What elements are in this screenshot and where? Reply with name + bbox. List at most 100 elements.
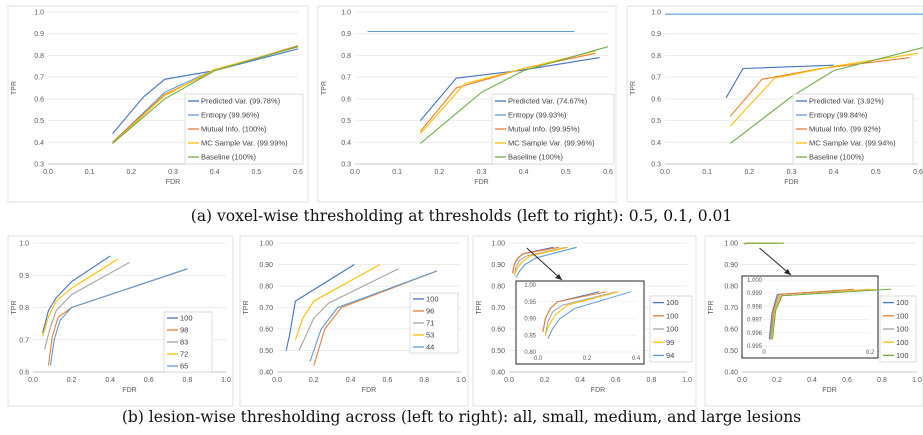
y-tick-label: 0.50 — [259, 348, 273, 355]
series-line — [513, 246, 568, 276]
y-tick-label: 0.40 — [724, 370, 738, 377]
inset-y-tick-label: 0.999 — [747, 291, 763, 297]
series-line — [309, 270, 438, 362]
y-tick-label: 1.0 — [19, 241, 29, 248]
y-tick-label: 1.00 — [259, 241, 273, 248]
y-tick-label: 0.40 — [259, 370, 273, 377]
y-tick-label: 0.50 — [724, 348, 738, 355]
legend-label: Mutual Info. (99.95%) — [508, 125, 580, 134]
legend-label: Entropy (99.96%) — [201, 111, 260, 120]
legend-label: 100 — [666, 311, 679, 320]
legend-label: Baseline (100%) — [809, 153, 865, 162]
y-tick-label: 0.90 — [491, 262, 505, 269]
y-tick-label: 0.7 — [341, 75, 351, 82]
x-tick-label: 0.8 — [419, 377, 429, 384]
inset-y-tick-label: 0.90 — [524, 317, 536, 323]
inset-x-tick-label: 0.2 — [583, 356, 592, 362]
inset-y-tick-label: 0.998 — [747, 304, 763, 310]
y-tick-label: 0.70 — [724, 305, 738, 312]
legend-label: 100 — [896, 338, 909, 347]
y-tick-label: 1.00 — [491, 241, 505, 248]
series-line — [420, 46, 609, 144]
y-tick-label: 0.4 — [34, 140, 44, 147]
series-line — [515, 246, 577, 278]
chart-panel-3: 0.3 0.4 0.5 0.6 0.7 0.8 0.9 1.0 0.0 0.1 0.2 0.3 0.4 0… — [626, 5, 923, 203]
x-tick-label: 0.0 — [504, 377, 514, 384]
y-tick-label: 0.5 — [341, 118, 351, 125]
chart-panel-4: 0.6 0.7 0.8 0.9 1.0 0.0 0.2 0.4 0.6 0.8 1.0 FDR TPR 1… — [7, 235, 234, 407]
x-tick-label: 1.0 — [912, 377, 922, 384]
y-tick-label: 0.6 — [651, 96, 661, 103]
x-axis-title: FDR — [166, 179, 180, 186]
legend-label: Predicted Var. (3.92%) — [809, 97, 884, 106]
series-line — [744, 242, 785, 245]
x-tick-label: 0.3 — [477, 169, 487, 176]
x-tick-label: 0.2 — [744, 169, 754, 176]
y-tick-label: 0.9 — [651, 31, 661, 38]
legend-label: MC Sample Var. (99.99%) — [201, 139, 288, 148]
x-tick-label: 0.0 — [28, 377, 38, 384]
y-tick-label: 0.8 — [651, 53, 661, 60]
inset-y-tick-label: 0.85 — [524, 333, 536, 339]
legend-label: 100 — [896, 351, 909, 360]
y-tick-label: 0.9 — [34, 31, 44, 38]
legend-label: MC Sample Var. (99.94%) — [809, 139, 896, 148]
y-tick-label: 0.3 — [34, 162, 44, 169]
x-tick-label: 0.3 — [787, 169, 797, 176]
x-tick-label: 0.2 — [540, 377, 550, 384]
legend-label: 83 — [180, 338, 188, 347]
x-tick-label: 0.6 — [144, 377, 154, 384]
y-tick-label: 0.8 — [19, 305, 29, 312]
x-tick-label: 0.5 — [251, 169, 261, 176]
y-tick-label: 0.4 — [341, 140, 351, 147]
y-tick-label: 1.00 — [724, 241, 738, 248]
series-line — [419, 50, 596, 134]
legend-label: 100 — [896, 311, 909, 320]
inset-pointer-arrow — [759, 247, 792, 276]
x-tick-label: 0.4 — [346, 377, 356, 384]
inset-pointer-arrow — [526, 247, 563, 281]
legend-label: 100 — [666, 325, 679, 334]
y-axis-title: TPR — [11, 301, 18, 315]
y-tick-label: 0.60 — [491, 327, 505, 334]
x-axis-title: FDR — [122, 387, 136, 394]
y-tick-label: 0.40 — [491, 370, 505, 377]
inset-x-tick-label: 0.4 — [632, 356, 641, 362]
y-tick-label: 1.0 — [341, 10, 351, 17]
inset-series-line — [544, 291, 620, 336]
y-tick-label: 0.6 — [34, 96, 44, 103]
legend-box — [184, 93, 304, 165]
legend-label: 100 — [180, 314, 193, 323]
series-line — [725, 64, 834, 99]
y-tick-label: 0.9 — [341, 31, 351, 38]
legend-label: Baseline (100%) — [201, 153, 257, 162]
x-tick-label: 0.2 — [309, 377, 319, 384]
legend-label: 72 — [180, 350, 188, 359]
y-tick-label: 0.80 — [259, 284, 273, 291]
x-axis-title: FDR — [784, 179, 798, 186]
series-line — [294, 264, 381, 340]
x-tick-label: 0.6 — [913, 169, 923, 176]
chart-panel-1: 0.3 0.4 0.5 0.6 0.7 0.8 0.9 1.0 0.0 0.1 0.2 0.3 0.4 0… — [7, 5, 309, 203]
inset-y-tick-label: 0.995 — [747, 344, 763, 350]
series-line — [513, 246, 567, 276]
x-tick-label: 0.6 — [842, 377, 852, 384]
chart-panel-7: 0.400.500.600.700.800.901.000.0 0.2 0.4 0.6… — [704, 235, 923, 407]
legend-label: 100 — [666, 298, 679, 307]
y-tick-label: 0.5 — [651, 118, 661, 125]
x-tick-label: 0.4 — [105, 377, 115, 384]
inset-frame — [741, 275, 879, 359]
y-tick-label: 0.60 — [724, 327, 738, 334]
series-line — [42, 255, 111, 334]
y-tick-label: 0.6 — [341, 96, 351, 103]
x-tick-label: 0.0 — [43, 169, 53, 176]
x-tick-label: 0.2 — [126, 169, 136, 176]
x-axis-title: FDR — [591, 387, 605, 394]
x-tick-label: 1.0 — [682, 377, 692, 384]
y-axis-title: TPR — [630, 81, 637, 95]
y-tick-label: 0.80 — [491, 284, 505, 291]
inset-y-tick-label: 0.997 — [747, 318, 763, 324]
x-tick-label: 0.0 — [350, 169, 360, 176]
series-line — [285, 264, 355, 351]
inset-arrowhead — [555, 274, 563, 280]
